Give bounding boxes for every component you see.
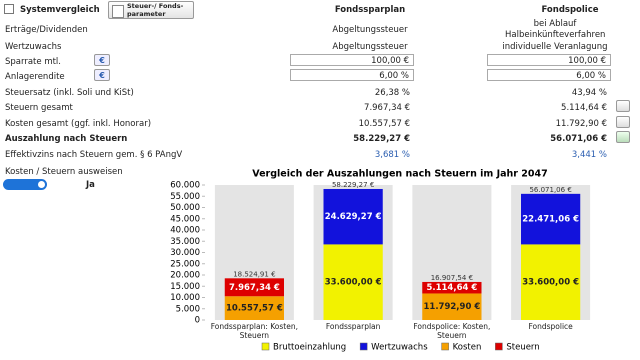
checkbox-label: Systemvergleich: [20, 5, 100, 15]
value-label: 10.557,57 €: [226, 304, 283, 314]
row-label: Kosten gesamt (ggf. inkl. Honorar): [5, 119, 152, 129]
y-tick-label: 5.000: [176, 304, 200, 314]
y-tick-label: 45.000: [170, 214, 200, 224]
cell: 5.114,64 €: [561, 103, 607, 113]
chart-title: Vergleich der Auszahlungen nach Steuern …: [252, 169, 548, 180]
row-label: Steuern gesamt: [5, 103, 73, 113]
column-header: Fondspolice: [541, 5, 599, 15]
y-tick-label: 30.000: [170, 248, 200, 258]
x-tick-label: Fondssparplan: Kosten, Steuern: [210, 322, 298, 340]
input[interactable]: 100,00 €: [487, 54, 611, 66]
y-tick-label: 0: [195, 316, 200, 326]
y-tick-label: 50.000: [170, 203, 200, 213]
value-label: 22.471,06 €: [522, 215, 579, 225]
detail-button[interactable]: [616, 116, 630, 128]
button[interactable]: Steuer-/ Fonds-parameter: [108, 1, 194, 19]
button-icon: [112, 5, 124, 18]
currency-button[interactable]: €: [94, 69, 110, 81]
y-tick-label: 55.000: [170, 192, 200, 202]
currency-button[interactable]: €: [94, 54, 110, 66]
input[interactable]: 6,00 %: [290, 69, 414, 81]
y-tick-label: 35.000: [170, 237, 200, 247]
column-header: Fondssparplan: [334, 5, 406, 15]
bar-segment: [224, 296, 284, 320]
legend-label: Steuern: [506, 343, 539, 353]
value-label: 33.600,00 €: [325, 278, 382, 288]
cell: Abgeltungssteuer: [332, 25, 408, 35]
cell: 26,38 %: [374, 88, 410, 98]
input[interactable]: 6,00 %: [487, 69, 611, 81]
cell: 11.792,90 €: [555, 119, 607, 129]
value-label: 24.629,27 €: [325, 212, 382, 222]
toggle-label: Kosten / Steuern ausweisen: [5, 167, 123, 177]
bar-segment: [224, 278, 284, 297]
x-tick-label-box: Fondspolice: [528, 322, 573, 331]
value-label: 7.967,34 €: [229, 283, 280, 293]
row-label: Steuersatz (inkl. Soli und KiSt): [5, 88, 134, 98]
total-label: 58.229,27 €: [332, 181, 374, 189]
button-label: Steuer-/ Fonds-parameter: [127, 2, 184, 18]
cell: 58.229,27 €: [353, 134, 410, 144]
y-tick-label: 60.000: [170, 181, 200, 191]
bar-segment: [422, 293, 482, 320]
y-tick-label: 20.000: [170, 271, 200, 281]
y-tick-label: 25.000: [170, 259, 200, 269]
y-tick-label: 40.000: [170, 226, 200, 236]
total-label: 16.907,54 €: [431, 274, 473, 282]
legend-swatch: [441, 342, 449, 351]
row-label: Auszahlung nach Steuern: [5, 134, 128, 144]
y-tick-label: 10.000: [170, 293, 200, 303]
y-tick-label: 15.000: [170, 282, 200, 292]
row-label: Effektivzins nach Steuern gem. § 6 PAngV: [5, 150, 183, 160]
value-label: 5.114,64 €: [426, 283, 477, 293]
detail-button[interactable]: [616, 131, 630, 143]
row-label: Erträge/Dividenden: [5, 25, 88, 35]
x-tick-label: Fondspolice: [528, 322, 573, 331]
legend-swatch: [261, 342, 270, 351]
cell: individuelle Veranlagung: [502, 42, 608, 52]
value-label: 11.792,90 €: [424, 302, 481, 312]
row-label: Sparrate mtl.: [5, 57, 61, 67]
x-tick-label-box: Fondspolice: Kosten, Steuern: [413, 322, 491, 340]
bar-segment: [521, 193, 581, 245]
toggle-value: Ja: [86, 180, 95, 190]
cell: 56.071,06 €: [550, 134, 607, 144]
cell: Abgeltungssteuer: [332, 42, 408, 52]
input[interactable]: 100,00 €: [290, 54, 414, 66]
total-label: 56.071,06 €: [529, 186, 571, 194]
cell: 10.557,57 €: [358, 119, 410, 129]
x-tick-label: Fondssparplan: [325, 322, 381, 331]
row-label: Wertzuwachs: [5, 42, 62, 52]
legend-label: Wertzuwachs: [371, 343, 428, 353]
cell: 7.967,34 €: [364, 103, 410, 113]
toggle[interactable]: [3, 179, 47, 190]
x-tick-label-box: Fondssparplan: Kosten, Steuern: [210, 322, 298, 340]
cell: 3,681 %: [374, 150, 410, 160]
legend-swatch: [495, 342, 503, 351]
bar-segment: [521, 244, 581, 320]
value-label: 33.600,00 €: [522, 278, 579, 288]
cell: 43,94 %: [571, 88, 607, 98]
cell: 3,441 %: [571, 150, 607, 160]
legend-label: Bruttoeinzahlung: [273, 343, 346, 353]
bar-segment: [422, 281, 482, 294]
toggle-knob: [38, 181, 45, 188]
x-tick-label: Fondspolice: Kosten, Steuern: [413, 322, 491, 340]
detail-button[interactable]: [616, 100, 630, 112]
cell: bei Ablauf Halbeinkünfteverfahren: [505, 19, 606, 40]
x-tick-label-box: Fondssparplan: [325, 322, 381, 331]
legend-swatch: [359, 342, 368, 351]
total-label: 18.524,91 €: [233, 270, 275, 278]
bar-segment: [323, 244, 383, 320]
legend-label: Kosten: [453, 343, 482, 353]
checkbox[interactable]: [4, 4, 14, 14]
row-label: Anlagerendite: [5, 72, 65, 82]
bar-segment: [323, 188, 383, 245]
